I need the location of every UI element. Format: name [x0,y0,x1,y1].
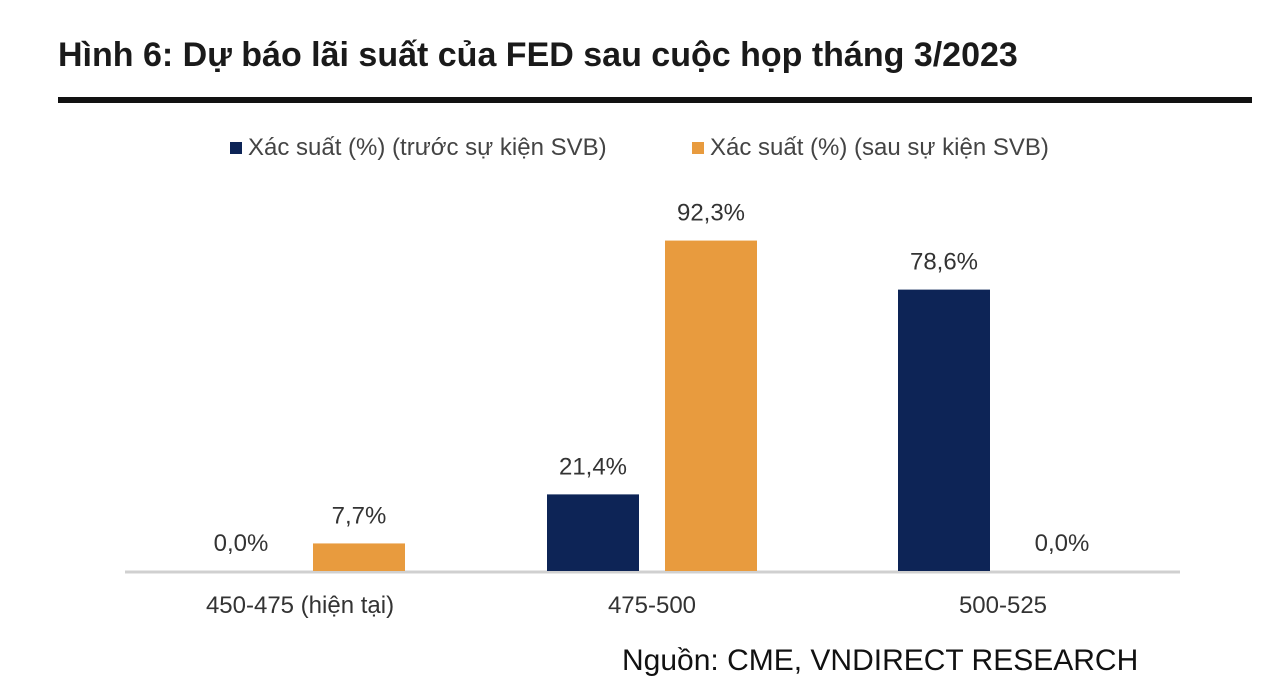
data-label: 21,4% [559,453,627,480]
legend-swatch-after [692,142,704,154]
legend-item-before: Xác suất (%) (trước sự kiện SVB) [230,134,607,162]
category-label: 475-500 [608,592,696,619]
category-label: 450-475 (hiện tại) [206,592,394,619]
bar [898,289,990,571]
data-label: 7,7% [332,502,387,529]
legend-label-before: Xác suất (%) (trước sự kiện SVB) [248,134,607,161]
data-label: 0,0% [1035,530,1090,557]
data-label: 92,3% [677,200,745,227]
category-label: 500-525 [959,592,1047,619]
chart-legend: Xác suất (%) (trước sự kiện SVB) Xác suấ… [0,134,1270,166]
figure-title: Hình 6: Dự báo lãi suất của FED sau cuộc… [58,36,1018,74]
title-rule [58,97,1252,103]
legend-label-after: Xác suất (%) (sau sự kiện SVB) [710,134,1049,161]
legend-swatch-before [230,142,242,154]
bar [313,543,405,571]
bar-chart: 0,0% 21,4% 78,6% 7,7% 92,3% 0,0% 450-475 (hiện… [125,200,1180,619]
legend-item-after: Xác suất (%) (sau sự kiện SVB) [692,134,1049,162]
data-label: 0,0% [214,530,269,557]
bar [547,494,639,571]
bar [665,240,757,572]
data-label: 78,6% [910,249,978,276]
source-note: Nguồn: CME, VNDIRECT RESEARCH [622,644,1139,677]
